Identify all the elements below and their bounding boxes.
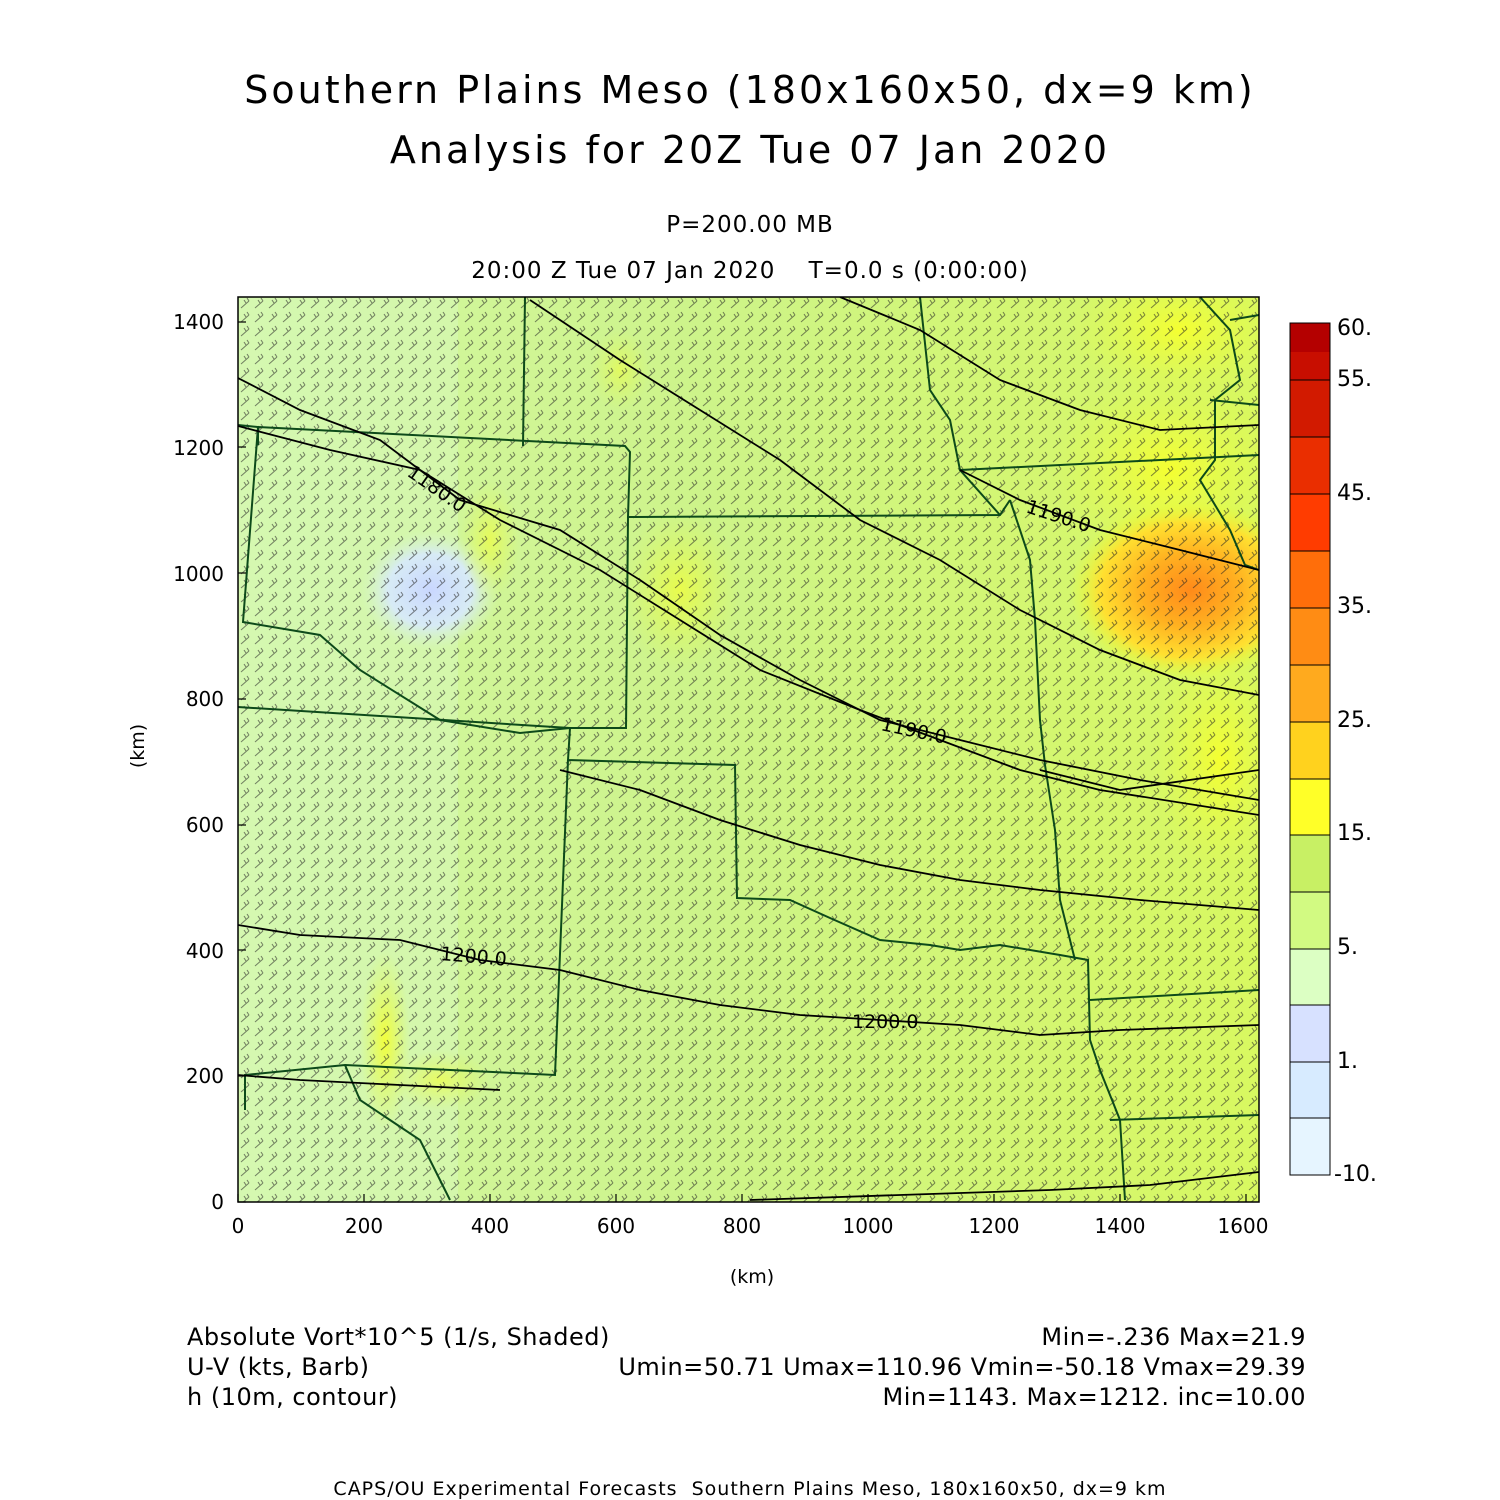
x-tick-label: 1600 bbox=[1217, 1214, 1269, 1238]
y-axis-label: (km) bbox=[127, 723, 149, 769]
y-tick-label: 1000 bbox=[173, 562, 224, 586]
legend-field1-name: Absolute Vort*10^5 (1/s, Shaded) bbox=[187, 1323, 610, 1351]
y-tick-label: 1200 bbox=[173, 436, 224, 460]
plot-frame bbox=[237, 296, 1260, 1203]
colorbar-label: -10. bbox=[1334, 1162, 1377, 1187]
legend-field1-stats: Min=-.236 Max=21.9 bbox=[1041, 1323, 1306, 1351]
x-tick-label: 800 bbox=[722, 1214, 762, 1238]
valid-time-label: 20:00 Z Tue 07 Jan 2020 T=0.0 s (0:00:00… bbox=[471, 258, 1029, 284]
x-tick-label: 200 bbox=[344, 1214, 384, 1238]
footer-credit: CAPS/OU Experimental Forecasts Southern … bbox=[333, 1478, 1167, 1500]
y-tick-label: 800 bbox=[185, 687, 224, 711]
height-contours bbox=[238, 297, 1259, 1201]
wind-barbs bbox=[238, 297, 1259, 1202]
colorbar-label: 60. bbox=[1337, 316, 1372, 341]
colorbar bbox=[1289, 322, 1331, 1176]
y-tick-label: 600 bbox=[185, 813, 224, 837]
colorbar-label: 25. bbox=[1337, 708, 1372, 733]
colorbar-label: 55. bbox=[1337, 367, 1372, 392]
x-tick-label: 1400 bbox=[1094, 1214, 1146, 1238]
colorbar-label: 45. bbox=[1337, 481, 1372, 506]
legend-field2-stats: Umin=50.71 Umax=110.96 Vmin=-50.18 Vmax=… bbox=[618, 1353, 1306, 1381]
colorbar-label: 35. bbox=[1337, 594, 1372, 619]
legend-field3-stats: Min=1143. Max=1212. inc=10.00 bbox=[882, 1383, 1306, 1411]
y-tick-label: 400 bbox=[185, 939, 224, 963]
contour-label: 1200.0 bbox=[852, 1011, 918, 1033]
axis-ticks bbox=[237, 321, 1247, 1203]
chart-title-line2: Analysis for 20Z Tue 07 Jan 2020 bbox=[389, 128, 1111, 172]
x-axis-label: (km) bbox=[729, 1266, 775, 1288]
state-boundaries bbox=[238, 297, 1259, 1201]
x-tick-label: 600 bbox=[596, 1214, 636, 1238]
legend-field2-name: U-V (kts, Barb) bbox=[187, 1353, 370, 1381]
x-tick-label: 0 bbox=[231, 1214, 245, 1238]
legend-field3-name: h (10m, contour) bbox=[187, 1383, 399, 1411]
colorbar-label: 1. bbox=[1337, 1049, 1358, 1074]
colorbar-label: 15. bbox=[1337, 821, 1372, 846]
y-tick-label: 200 bbox=[185, 1064, 224, 1088]
pressure-level-label: P=200.00 MB bbox=[666, 212, 834, 238]
y-tick-label: 1400 bbox=[173, 310, 224, 334]
y-tick-label: 0 bbox=[211, 1190, 224, 1214]
x-tick-label: 400 bbox=[470, 1214, 510, 1238]
x-tick-label: 1000 bbox=[842, 1214, 894, 1238]
x-tick-label: 1200 bbox=[968, 1214, 1020, 1238]
chart-title-line1: Southern Plains Meso (180x160x50, dx=9 k… bbox=[244, 68, 1256, 112]
colorbar-label: 5. bbox=[1337, 935, 1358, 960]
